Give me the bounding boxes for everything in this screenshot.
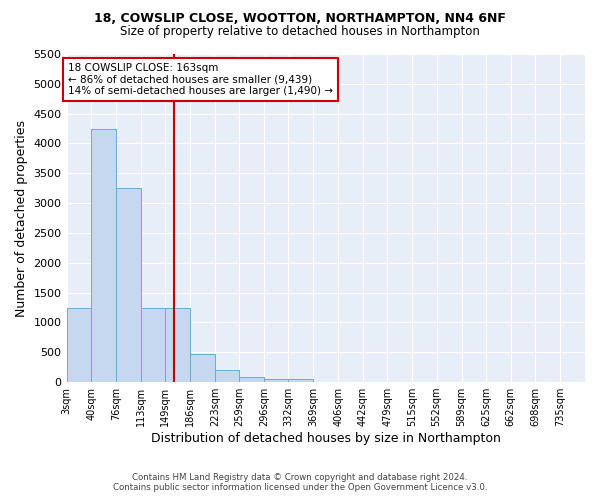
Bar: [116, 188, 141, 382]
Bar: [264, 378, 289, 382]
Text: Contains HM Land Registry data © Crown copyright and database right 2024.
Contai: Contains HM Land Registry data © Crown c…: [113, 473, 487, 492]
Y-axis label: Number of detached properties: Number of detached properties: [15, 120, 28, 316]
Bar: [141, 308, 165, 382]
Text: 18, COWSLIP CLOSE, WOOTTON, NORTHAMPTON, NN4 6NF: 18, COWSLIP CLOSE, WOOTTON, NORTHAMPTON,…: [94, 12, 506, 26]
Text: Size of property relative to detached houses in Northampton: Size of property relative to detached ho…: [120, 25, 480, 38]
Bar: [91, 128, 116, 382]
X-axis label: Distribution of detached houses by size in Northampton: Distribution of detached houses by size …: [151, 432, 501, 445]
Text: 18 COWSLIP CLOSE: 163sqm
← 86% of detached houses are smaller (9,439)
14% of sem: 18 COWSLIP CLOSE: 163sqm ← 86% of detach…: [68, 63, 333, 96]
Bar: [190, 354, 215, 382]
Bar: [239, 376, 264, 382]
Bar: [165, 308, 190, 382]
Bar: [67, 308, 91, 382]
Bar: [215, 370, 239, 382]
Bar: [289, 379, 313, 382]
